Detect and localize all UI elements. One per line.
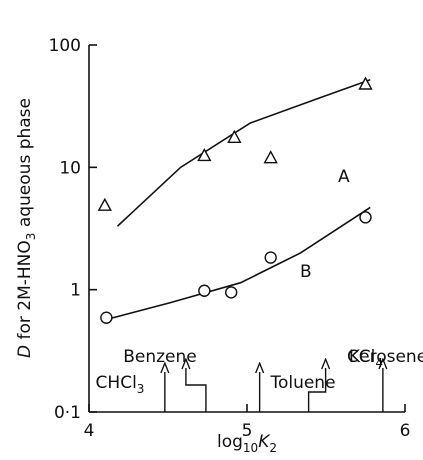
point — [264, 251, 277, 264]
solvent-label: CHCl3 — [96, 373, 145, 396]
x-label-part: 10 — [243, 441, 258, 455]
y-axis-label: D for 2M-HNO3 aqueous phase — [15, 98, 38, 358]
point — [198, 284, 211, 297]
point — [263, 150, 278, 164]
point — [359, 211, 372, 224]
y-label-part: D — [15, 345, 35, 358]
solvent-arrow — [307, 368, 326, 412]
series-label: B — [300, 262, 312, 282]
y-tick-label: 100 — [49, 36, 81, 56]
point — [227, 129, 242, 143]
solvent-name: Kerosene — [349, 347, 423, 367]
point — [197, 148, 212, 162]
x-tick-label: 5 — [242, 421, 253, 441]
series-label: A — [338, 167, 350, 187]
x-tick-label: 6 — [400, 421, 411, 441]
solvent-name: Toluene — [269, 373, 335, 393]
x-axis-label: log10K2 — [217, 432, 277, 455]
x-label-part: log — [217, 432, 243, 452]
x-tick-label: 4 — [84, 421, 95, 441]
y-label-part: aqueous phase — [15, 98, 35, 233]
y-label-part: for 2M-HNO — [15, 240, 35, 345]
fit-curve — [106, 206, 371, 321]
point — [97, 197, 112, 211]
solvent-name: CCl — [347, 347, 375, 367]
solvent-name: CHCl — [96, 373, 137, 393]
solvent-label: Toluene — [269, 373, 335, 393]
point — [224, 286, 238, 299]
fit-curve — [116, 78, 371, 227]
y-tick-label: 10 — [59, 158, 81, 178]
solvent-label: Benzene — [123, 347, 197, 367]
solvent-arrow — [186, 368, 207, 412]
solvent-label: Kerosene — [349, 347, 423, 367]
x-label-part: K — [258, 432, 271, 452]
x-label-part: 2 — [269, 441, 277, 455]
solvent-name: Benzene — [123, 347, 197, 367]
y-label-part: 3 — [24, 233, 38, 241]
solvent-sub: 3 — [137, 382, 145, 396]
y-tick-label: 0·1 — [54, 403, 81, 423]
y-tick-label: 1 — [70, 281, 81, 301]
point — [100, 311, 113, 324]
point — [358, 76, 373, 90]
